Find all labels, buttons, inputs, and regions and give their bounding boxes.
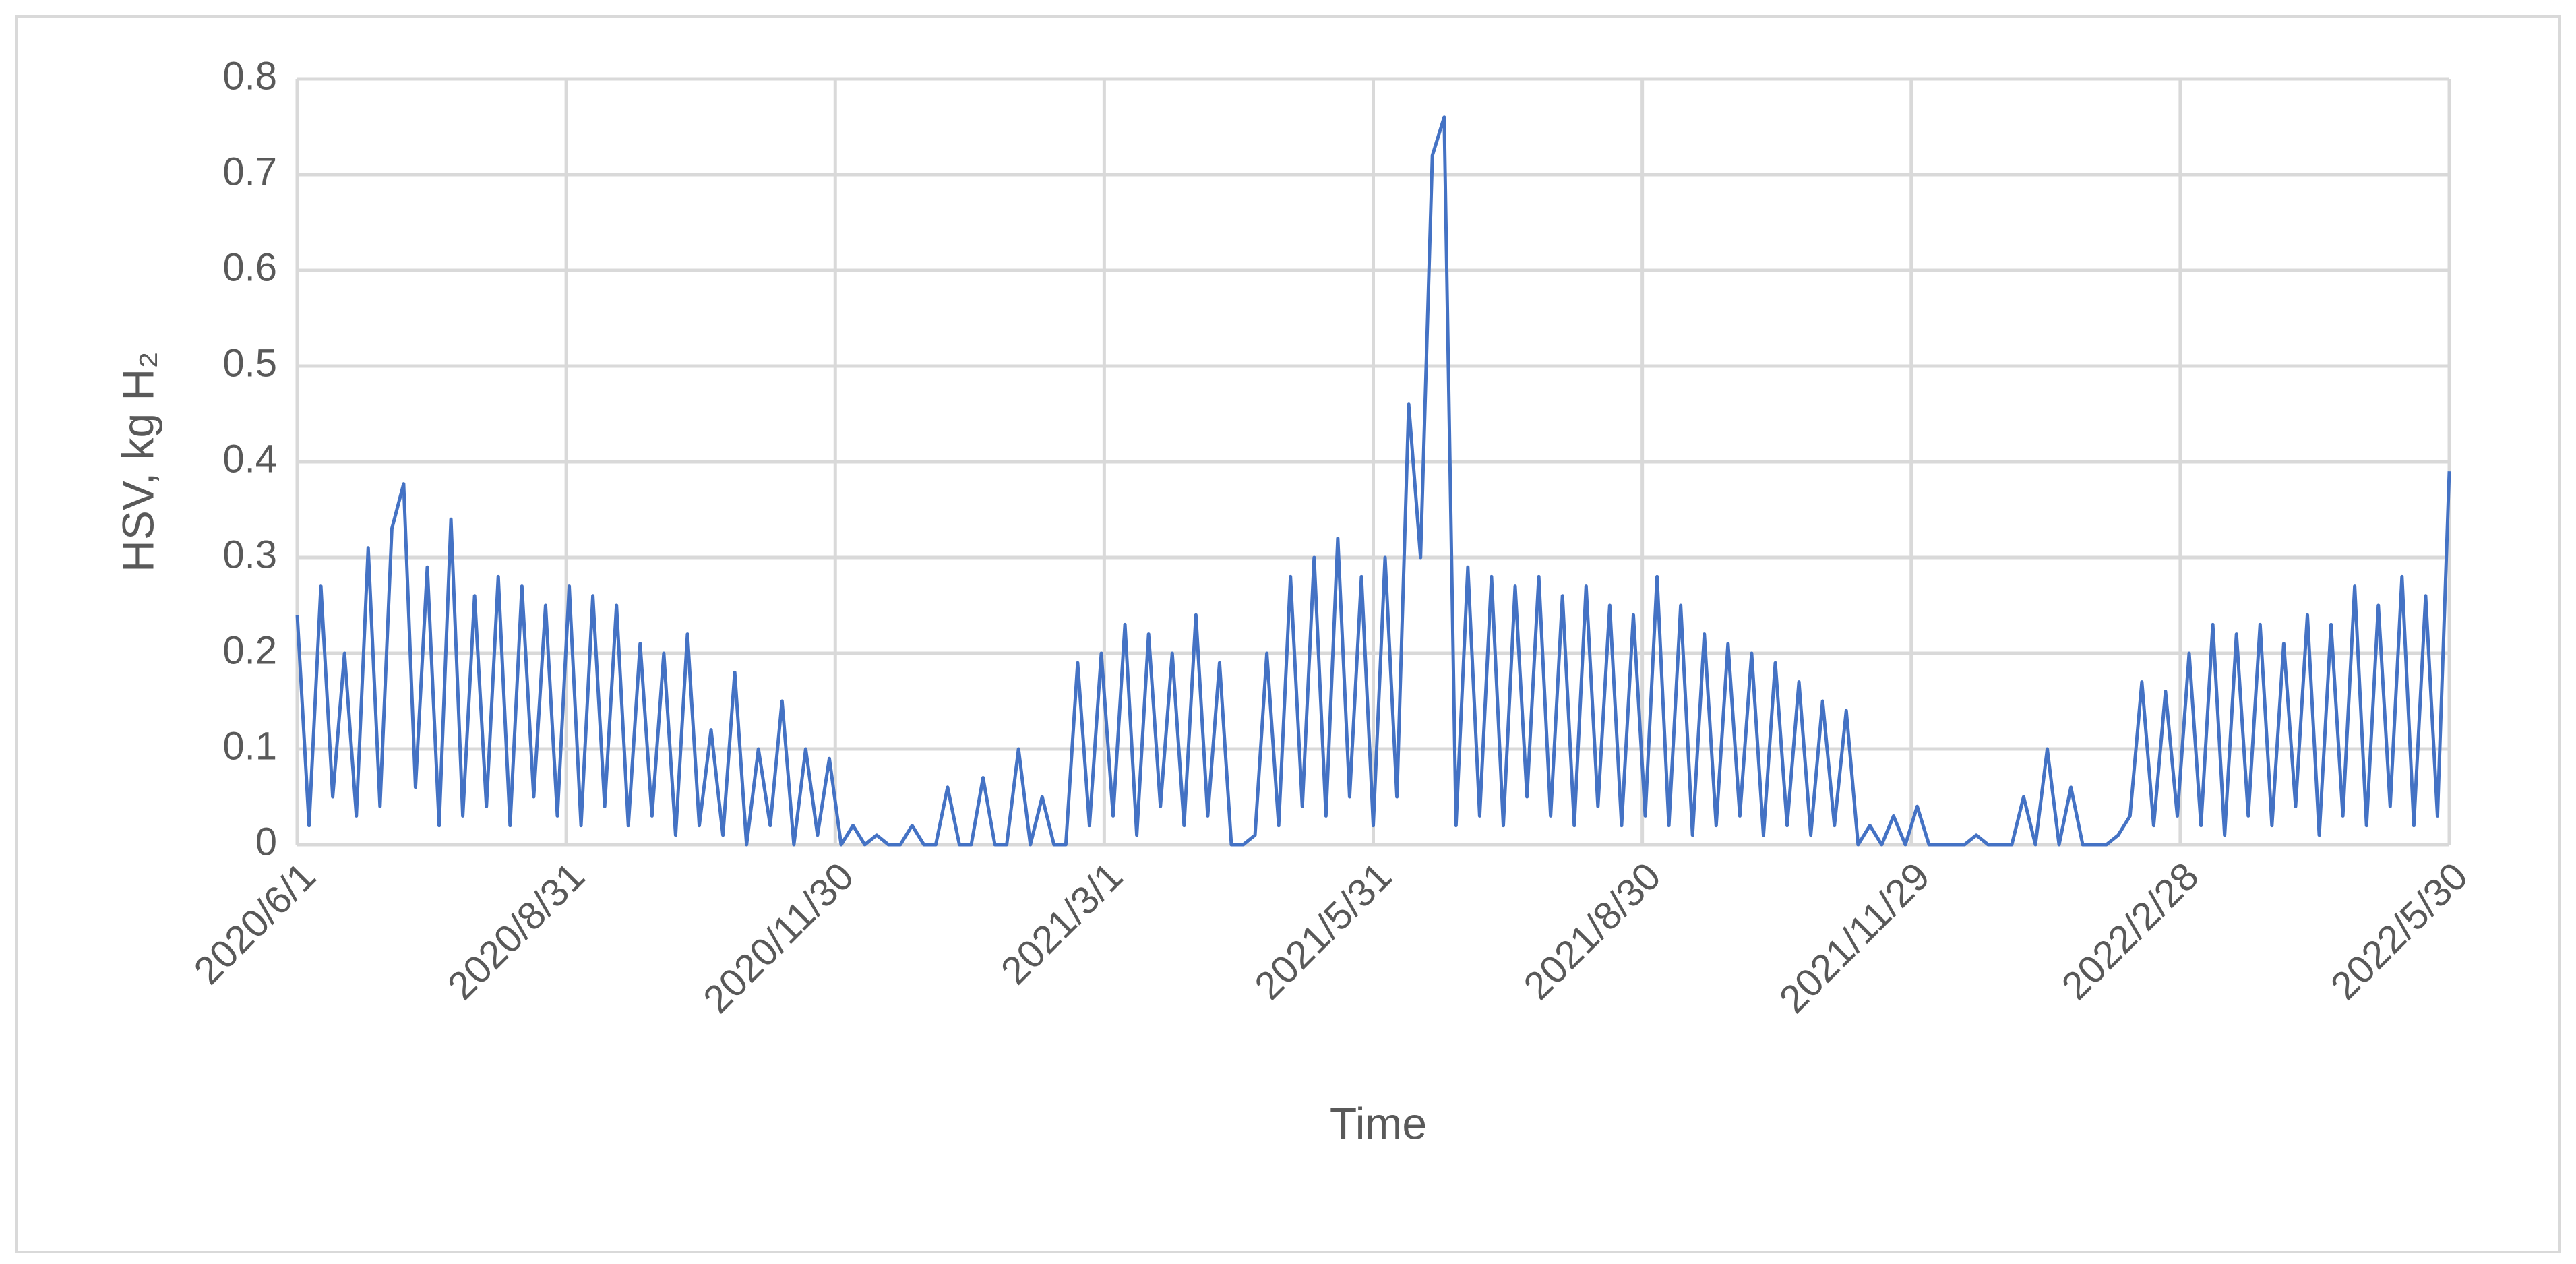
x-axis-title: Time <box>1330 1098 1427 1148</box>
data-line <box>295 115 2451 847</box>
y-tick-label: 0.2 <box>222 628 277 672</box>
y-tick-label: 0 <box>255 820 277 864</box>
y-tick-label: 0.1 <box>222 724 277 768</box>
y-tick-label: 0.4 <box>222 437 277 481</box>
y-tick-label: 0.3 <box>222 533 277 576</box>
y-tick-label: 0.7 <box>222 150 277 193</box>
y-tick-label: 0.6 <box>222 245 277 289</box>
y-axis-title: HSV, kg H₂ <box>113 351 162 572</box>
y-tick-label: 0.8 <box>222 54 277 98</box>
y-tick-label: 0.5 <box>222 341 277 385</box>
